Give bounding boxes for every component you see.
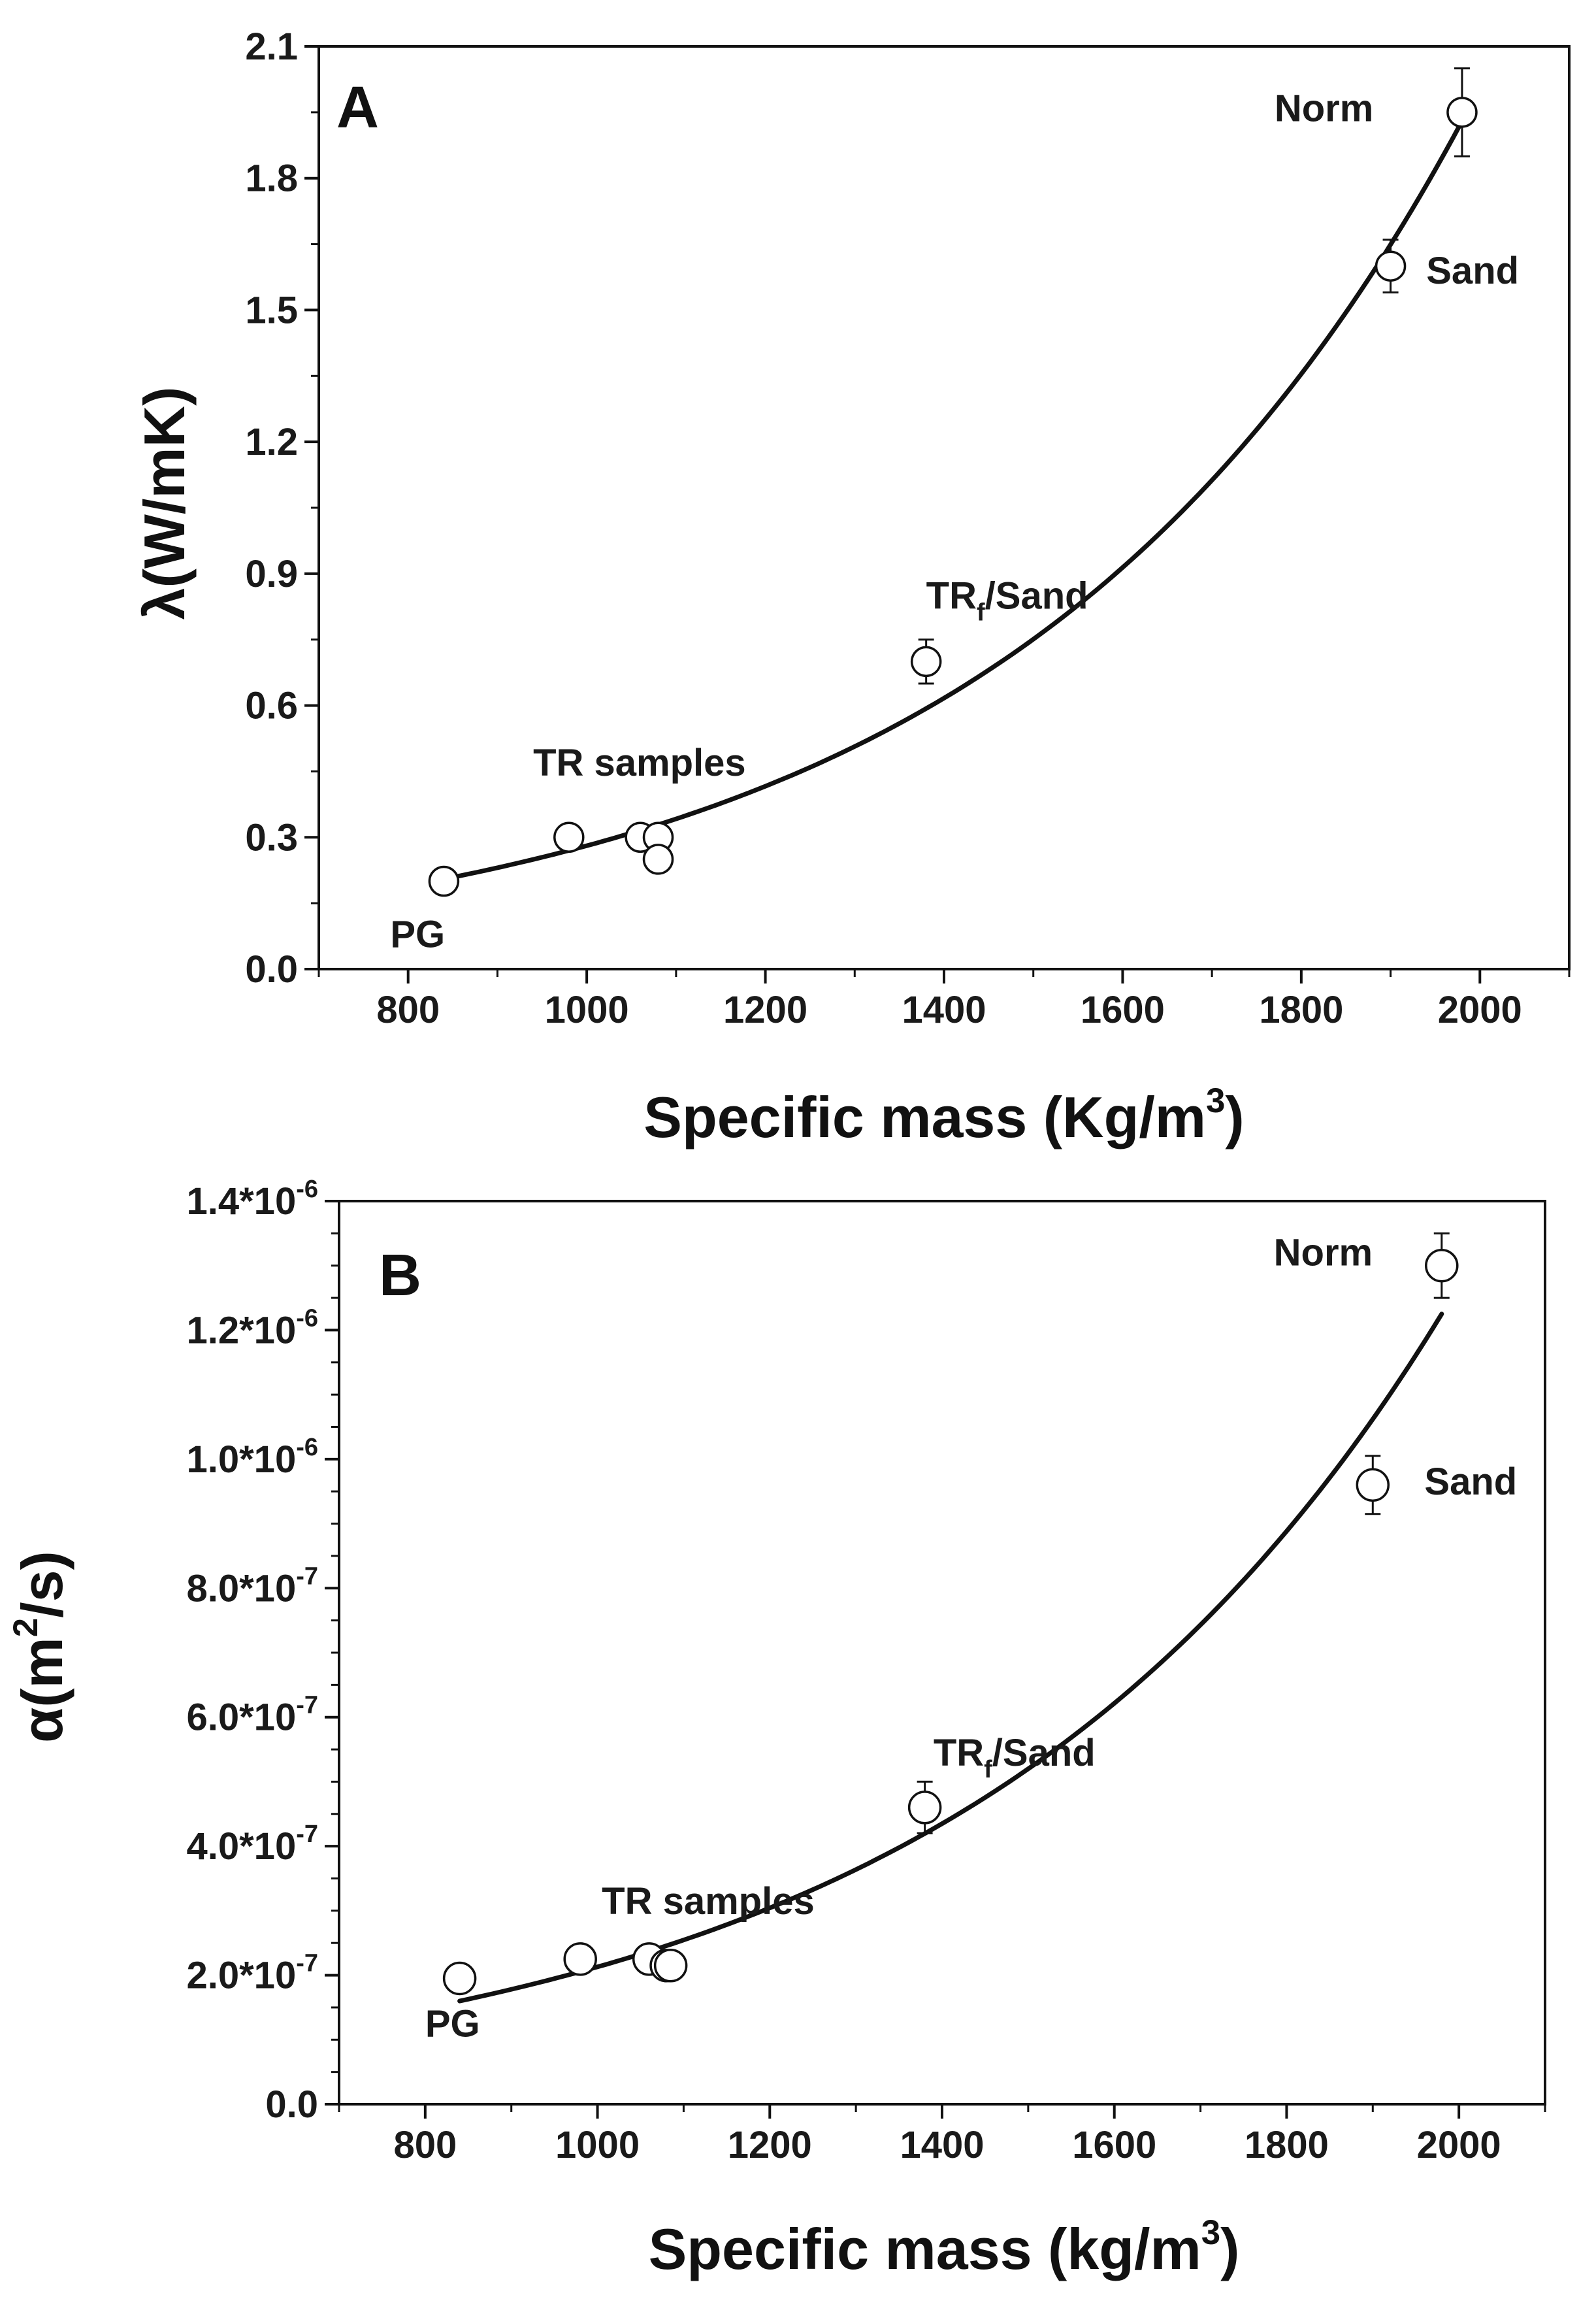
- annotation-label: TR samples: [533, 742, 746, 784]
- point-marker: [910, 646, 942, 678]
- x-axis-title-a: Specific mass (Kg/m3): [643, 1082, 1244, 1149]
- y-tick-label: 0.3: [245, 816, 298, 859]
- y-tick-label: 1.8: [245, 157, 298, 200]
- data-point: [563, 1942, 597, 1976]
- point-marker: [428, 865, 460, 897]
- annotation-label: TR samples: [602, 1880, 815, 1923]
- annotation-label: Sand: [1426, 250, 1519, 292]
- data-points-a: [428, 67, 1478, 897]
- data-point: [428, 865, 460, 897]
- point-marker: [653, 1949, 688, 1983]
- x-tick-label: 2000: [1438, 989, 1522, 1031]
- y-tick-label: 6.0*10-7: [186, 1692, 318, 1739]
- point-marker: [563, 1942, 597, 1976]
- x-tick-label: 1800: [1259, 989, 1343, 1031]
- data-point: [642, 844, 674, 875]
- y-axis-title-a: λ(W/mK): [132, 387, 197, 620]
- y-tick-label: 1.5: [245, 289, 298, 331]
- x-tick-label: 2000: [1417, 2124, 1501, 2166]
- fit-curve-b: [457, 1312, 1444, 2004]
- x-tick-label: 1600: [1081, 989, 1165, 1031]
- y-tick-label: 1.4*10-6: [186, 1176, 318, 1223]
- y-tick-label: 1.0*10-6: [186, 1434, 318, 1481]
- x-tick-label: 1000: [545, 989, 629, 1031]
- point-marker: [1356, 1468, 1390, 1502]
- y-tick-label: 0.6: [245, 685, 298, 727]
- axis-ticks-b: 800 1000 1200 1400 1600 1800 2000 0.0 2.0*10-7 4.…: [186, 1176, 1546, 2166]
- x-tick-label: 1200: [728, 2124, 812, 2166]
- data-point: [1356, 1455, 1390, 1515]
- data-point: [653, 1949, 688, 1983]
- y-tick-label: 8.0*10-7: [186, 1562, 318, 1610]
- y-tick-label: 0.9: [245, 553, 298, 595]
- y-tick-label: 0.0: [265, 2083, 318, 2126]
- annotation-label: TRf/Sand: [926, 575, 1088, 627]
- annotation-label: Norm: [1275, 87, 1373, 129]
- point-marker: [1375, 250, 1407, 282]
- y-tick-label: 2.0*10-7: [186, 1950, 318, 1997]
- point-marker: [553, 821, 585, 853]
- x-tick-label: 800: [393, 2124, 457, 2166]
- y-tick-label: 4.0*10-7: [186, 1821, 318, 1868]
- y-tick-label: 0.0: [245, 948, 298, 991]
- annotation-label: Sand: [1424, 1461, 1517, 1503]
- annotation-label: TRf/Sand: [934, 1732, 1096, 1783]
- y-axis-title-b: α(m2/s): [7, 1551, 74, 1743]
- x-tick-label: 1000: [555, 2124, 640, 2166]
- panel-a: 800 1000 1200 1400 1600 1800 2000 0.0 0.3 0.6 0.9 1…: [132, 25, 1571, 1149]
- fit-curve: [457, 1312, 1444, 2004]
- point-marker: [642, 844, 674, 875]
- y-tick-label: 1.2: [245, 421, 298, 463]
- data-point: [1446, 67, 1478, 157]
- point-marker: [1425, 1248, 1459, 1283]
- x-tick-label: 800: [376, 989, 440, 1031]
- x-tick-label: 1200: [723, 989, 807, 1031]
- data-point: [442, 1961, 477, 1996]
- panel-b: 800 1000 1200 1400 1600 1800 2000 0.0 2.0*10-7 4.…: [7, 1176, 1546, 2281]
- data-point: [1375, 239, 1407, 294]
- fit-curve-a: [441, 118, 1465, 882]
- data-points-b: [442, 1232, 1459, 1996]
- y-tick-label: 2.1: [245, 25, 298, 68]
- x-tick-label: 1800: [1245, 2124, 1329, 2166]
- point-marker: [1446, 97, 1478, 128]
- annotation-label: PG: [390, 913, 445, 955]
- y-tick-label: 1.2*10-6: [186, 1304, 318, 1351]
- annotations-b: PG TR samples TRf/Sand Sand Norm: [425, 1232, 1517, 2045]
- axis-ticks-a: 800 1000 1200 1400 1600 1800 2000 0.0 0.3 0.6 0.9 1…: [245, 25, 1571, 1031]
- point-marker: [907, 1791, 942, 1825]
- point-marker: [442, 1961, 477, 1996]
- data-point: [907, 1780, 942, 1834]
- x-tick-label: 1600: [1072, 2124, 1156, 2166]
- annotation-label: Norm: [1274, 1232, 1373, 1274]
- x-axis-title-b: Specific mass (kg/m3): [649, 2213, 1240, 2281]
- x-tick-label: 1400: [902, 989, 986, 1031]
- data-point: [910, 638, 942, 685]
- panel-letter-a: A: [336, 75, 379, 140]
- annotation-label: PG: [425, 2002, 480, 2045]
- x-tick-label: 1400: [900, 2124, 984, 2166]
- data-point: [553, 821, 585, 853]
- panel-letter-b: B: [379, 1243, 421, 1308]
- fit-curve: [441, 118, 1465, 882]
- annotations-a: PG TR samples TRf/Sand Sand Norm: [390, 87, 1519, 955]
- data-point: [1425, 1232, 1459, 1299]
